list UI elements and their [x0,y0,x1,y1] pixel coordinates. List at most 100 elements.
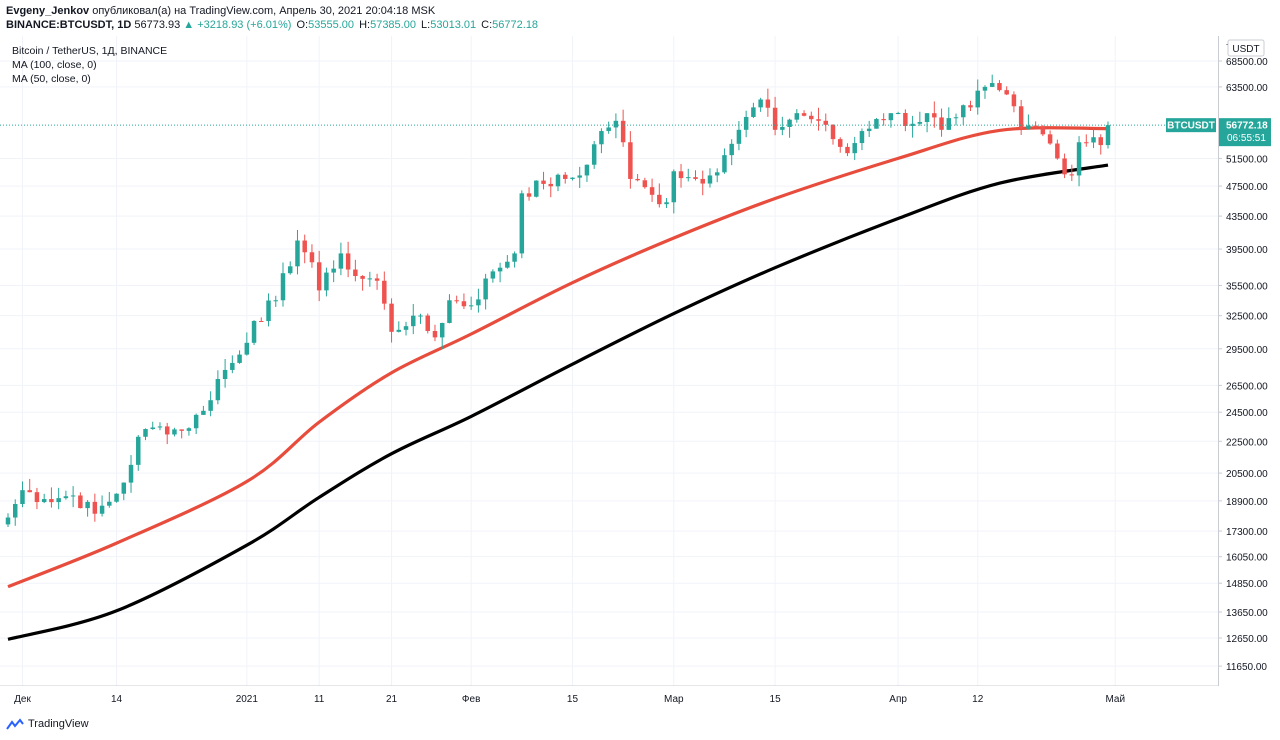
candle-body [41,499,47,503]
candle-body [201,410,206,415]
time-tick-label: Дек [14,694,31,705]
candle-body [85,501,90,509]
price-tick-label: 32500.00 [1226,312,1268,323]
ma50-path [7,126,1109,589]
candle-body [751,107,756,117]
candle-body [968,105,973,108]
price-tick-label: 39500.00 [1226,245,1268,256]
high-value: 57385.00 [370,19,416,31]
candle-body [331,268,336,273]
candle-body [584,164,590,176]
time-tick-label: Апр [889,694,907,705]
publish-info: опубликовал(а) на TradingView.com, Апрел… [92,5,436,17]
candle-body [186,428,192,431]
ma100-line [7,163,1109,641]
price-tag-box [1219,118,1271,147]
price-tick-label: 13650.00 [1226,608,1268,619]
candle-body [259,320,264,322]
candle-body [324,272,329,291]
legend-ma100[interactable]: MA (100, close, 0) [12,59,97,71]
candle-body [1069,174,1075,176]
candle-body [924,113,930,123]
price-tick-label: 24500.00 [1226,408,1268,419]
time-tick-label: 2021 [236,694,259,705]
candle-body [823,120,829,125]
candle-body [606,127,611,132]
last-price: 56773.93 [134,19,181,31]
candle-body [664,202,669,205]
candle-body [92,501,98,514]
currency-badge[interactable]: USDT [1227,39,1265,57]
candle-body [215,379,221,401]
candle-body [743,116,749,130]
candle-body [454,300,459,302]
price-chart[interactable]: 768500.0063500.0051500.0047500.0043500.0… [0,36,1280,687]
chart-legend: Bitcoin / TetherUS, 1Д, BINANCE MA (100,… [12,44,167,86]
candle-body [649,187,655,195]
candle-body [512,253,517,262]
candle-body [678,171,684,179]
symbol-tag-box [1166,118,1216,133]
candle-body [251,320,257,343]
candle-body [309,252,315,263]
candle-body [1040,126,1046,135]
candle-body [599,131,604,145]
candle-body [164,426,170,435]
chart-header: Evgeny_Jenkov опубликовал(а) на TradingV… [0,0,1280,36]
price-axis[interactable]: 768500.0063500.0051500.0047500.0043500.0… [1218,43,1268,673]
candle-body [27,490,32,493]
candle-body [975,90,980,108]
time-axis[interactable]: Дек 14 2021 11 21 Фев 15 Мар 15 Апр 12 Май [0,686,1280,712]
candle-body [1084,142,1089,144]
candle-body [780,126,785,130]
candle-body [917,122,923,124]
candle-body [20,490,25,504]
candle-body [758,99,763,108]
candle-body [468,305,474,307]
symbol-tag-text: BTCUSDT [1167,121,1215,132]
chart-pane[interactable]: 768500.0063500.0051500.0047500.0043500.0… [0,36,1280,705]
close-label: C: [481,19,493,31]
candle-body [1004,90,1009,95]
time-tick-label: Мар [664,694,684,705]
candle-body [78,495,83,509]
tradingview-brand: TradingView [28,718,89,730]
price-tag: BTCUSDT 56772.18 06:55:51 [1166,118,1271,147]
candle-body [432,330,438,338]
candle-body [172,429,177,435]
candle-body [70,495,76,497]
tradingview-logo[interactable]: TradingView [6,718,89,730]
candle-body [396,329,402,332]
candle-body [895,112,901,114]
time-tick-label: 11 [314,694,325,705]
candle-body [700,178,705,184]
ma100-path [7,163,1109,641]
legend-ma50[interactable]: MA (50, close, 0) [12,73,91,85]
candle-body [845,146,850,154]
candle-body [483,278,488,300]
price-tick-label: 16050.00 [1226,553,1268,564]
candle-body [765,99,771,108]
candle-body [1033,125,1038,127]
candle-body [628,142,633,179]
author-name[interactable]: Evgeny_Jenkov [6,5,90,17]
price-tick-label: 18900.00 [1226,497,1268,508]
price-tag-price: 56772.18 [1226,121,1268,132]
candle-body [1098,137,1104,146]
candle-body [222,369,228,380]
candle-body [809,115,814,120]
candle-body [953,117,959,119]
candle-body [99,505,105,514]
candle-body [939,117,944,130]
time-tick-label: Фев [462,694,480,705]
candle-body [1055,143,1060,159]
candle-body [490,271,496,279]
candle-body [34,492,40,503]
candle-body [1047,134,1053,144]
candle-body [642,180,648,188]
candle-body [193,414,199,429]
candle-body [555,174,561,187]
price-tick-label: 22500.00 [1226,437,1268,448]
candle-body [403,326,409,330]
candle-body [49,499,54,503]
